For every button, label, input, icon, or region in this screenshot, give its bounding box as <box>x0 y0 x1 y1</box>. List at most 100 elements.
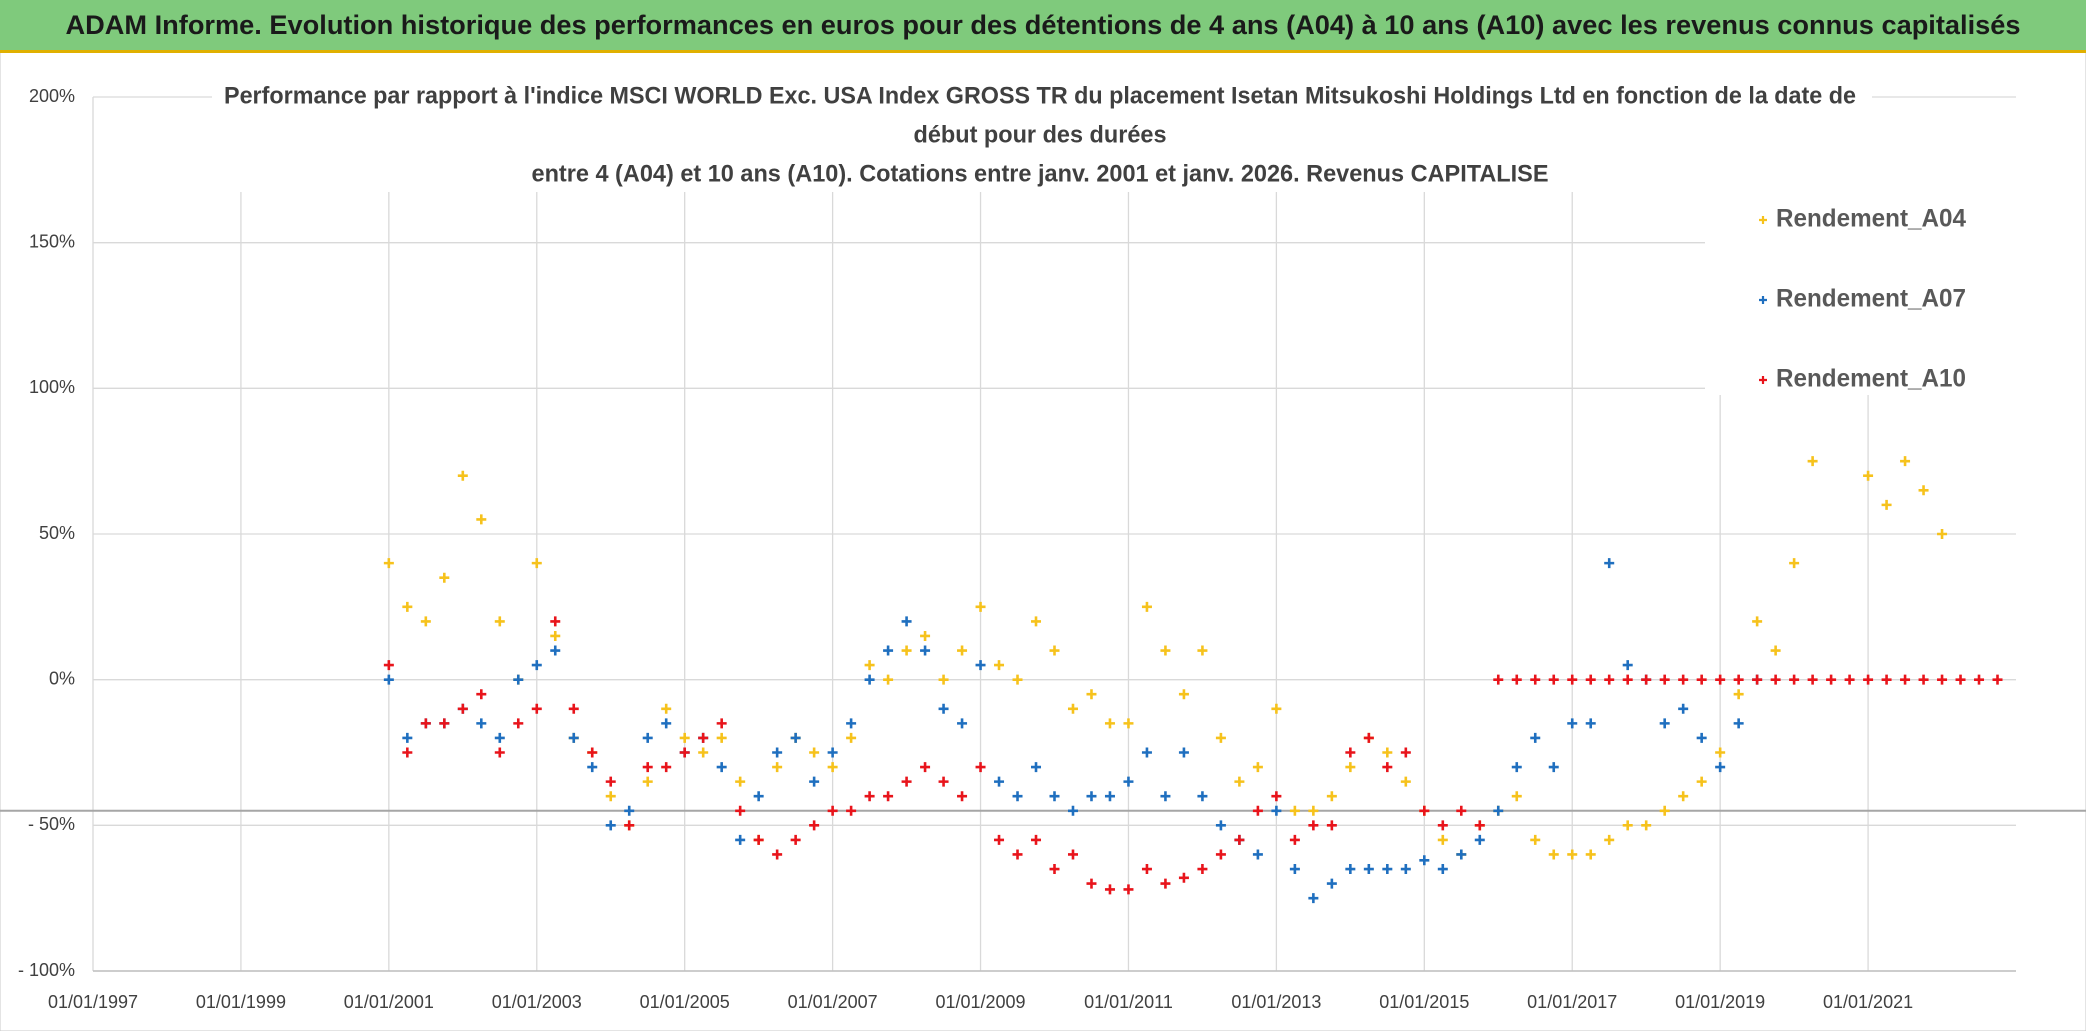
data-point <box>642 776 653 787</box>
data-point <box>901 776 912 787</box>
x-tick-label: 01/01/1997 <box>48 992 138 1012</box>
data-point <box>1863 470 1874 481</box>
data-point <box>735 776 746 787</box>
data-point <box>883 674 894 685</box>
data-point <box>1345 864 1356 875</box>
data-point <box>605 791 616 802</box>
data-point <box>1567 674 1578 685</box>
data-point <box>1419 855 1430 866</box>
data-point <box>513 718 524 729</box>
data-point <box>1104 884 1115 895</box>
data-point <box>827 762 838 773</box>
data-point <box>901 616 912 627</box>
x-tick-label: 01/01/2021 <box>1823 992 1913 1012</box>
data-point <box>1974 674 1985 685</box>
legend-marker <box>1759 216 1767 224</box>
data-point <box>1548 849 1559 860</box>
data-point <box>920 630 931 641</box>
data-point <box>1511 674 1522 685</box>
data-point <box>531 660 542 671</box>
x-tick-label: 01/01/2003 <box>492 992 582 1012</box>
data-point <box>1678 703 1689 714</box>
data-point <box>1031 616 1042 627</box>
data-point <box>587 747 598 758</box>
data-point <box>1123 884 1134 895</box>
data-point <box>1141 864 1152 875</box>
data-point <box>494 747 505 758</box>
data-point <box>550 630 561 641</box>
data-point <box>772 762 783 773</box>
data-point <box>1141 747 1152 758</box>
data-point <box>975 601 986 612</box>
data-point <box>827 747 838 758</box>
data-point <box>1511 762 1522 773</box>
data-point <box>1567 849 1578 860</box>
legend-label: Rendement_A04 <box>1776 205 1966 233</box>
data-point <box>1178 747 1189 758</box>
layer <box>383 456 2003 904</box>
data-point <box>846 805 857 816</box>
data-point <box>1234 776 1245 787</box>
data-point <box>1197 864 1208 875</box>
data-point <box>1215 820 1226 831</box>
data-point <box>420 718 431 729</box>
data-point <box>1012 674 1023 685</box>
data-point <box>1215 849 1226 860</box>
data-point <box>476 718 487 729</box>
data-point <box>846 718 857 729</box>
data-point <box>1123 776 1134 787</box>
data-point <box>1844 674 1855 685</box>
page-title: ADAM Informe. Evolution historique des p… <box>66 10 2021 40</box>
data-point <box>938 703 949 714</box>
data-point <box>1770 645 1781 656</box>
data-point <box>1289 834 1300 845</box>
data-point <box>1012 791 1023 802</box>
data-point <box>1086 878 1097 889</box>
data-point <box>1215 732 1226 743</box>
data-point <box>439 572 450 583</box>
data-point <box>402 601 413 612</box>
data-point <box>1067 703 1078 714</box>
data-point <box>1382 762 1393 773</box>
data-point <box>1456 849 1467 860</box>
data-point <box>1567 718 1578 729</box>
data-point <box>624 820 635 831</box>
x-tick-label: 01/01/2011 <box>1084 992 1173 1012</box>
data-point <box>476 514 487 525</box>
data-point <box>1715 747 1726 758</box>
data-point <box>864 674 875 685</box>
data-point <box>1289 805 1300 816</box>
data-point <box>1271 805 1282 816</box>
y-tick-label: 100% <box>29 377 75 397</box>
data-point <box>1400 776 1411 787</box>
data-point <box>1678 791 1689 802</box>
data-point <box>1178 689 1189 700</box>
layer: 200% 150% 100% 50% 0% - 50% - 100% 01/01/1997 01… <box>18 86 2025 1012</box>
x-tick-label: 01/01/2013 <box>1231 992 1321 1012</box>
data-point <box>1604 834 1615 845</box>
data-point <box>1733 689 1744 700</box>
data-point <box>1937 674 1948 685</box>
data-point <box>1955 674 1966 685</box>
data-point <box>1696 674 1707 685</box>
data-point <box>587 762 598 773</box>
data-point <box>735 834 746 845</box>
data-point <box>1807 674 1818 685</box>
data-point <box>1271 791 1282 802</box>
data-point <box>1382 747 1393 758</box>
data-point <box>1382 864 1393 875</box>
data-point <box>1086 689 1097 700</box>
data-point <box>1715 762 1726 773</box>
data-point <box>513 674 524 685</box>
data-point <box>883 645 894 656</box>
data-point <box>1715 674 1726 685</box>
data-point <box>790 732 801 743</box>
data-point <box>957 791 968 802</box>
data-point <box>1400 747 1411 758</box>
data-point <box>1900 674 1911 685</box>
data-point <box>605 776 616 787</box>
data-point <box>846 732 857 743</box>
data-point <box>1863 674 1874 685</box>
data-point <box>1641 820 1652 831</box>
